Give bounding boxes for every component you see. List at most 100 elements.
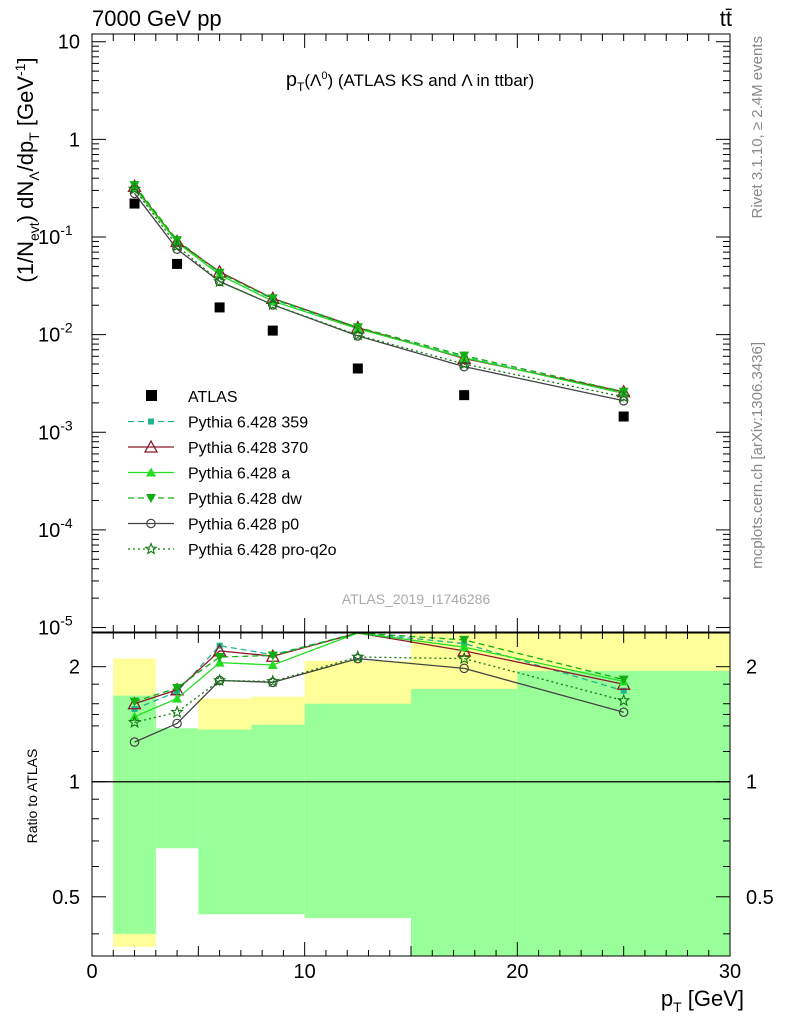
x-tick-label: 20	[506, 961, 528, 983]
legend-label: Pythia 6.428 359	[188, 415, 308, 432]
ratio-point	[618, 707, 629, 718]
legend-item: Pythia 6.428 370	[128, 439, 308, 457]
ratio-y-tick-label: 1	[69, 772, 80, 794]
band-stat	[113, 695, 156, 934]
x-tick-label: 30	[719, 961, 741, 983]
y-tick-label: 10-1	[38, 222, 73, 249]
ratio-point	[459, 642, 470, 652]
mc-point	[351, 328, 365, 341]
x-tick-label: 10	[294, 961, 316, 983]
legend-marker	[148, 418, 154, 425]
ratio-point	[353, 653, 363, 664]
legend-item: Pythia 6.428 a	[128, 466, 290, 483]
ratio-point	[127, 715, 142, 729]
band-stat	[411, 688, 518, 956]
ratio-point	[172, 693, 183, 703]
ratio-line-5	[134, 656, 624, 724]
legend-label: Pythia 6.428 p0	[188, 517, 299, 534]
ratio-point	[457, 651, 471, 665]
ratio-point	[214, 657, 225, 667]
x-tick-label: 0	[86, 961, 97, 983]
band-stat	[251, 724, 305, 915]
data-point	[214, 302, 225, 313]
ratio-point	[172, 683, 183, 693]
ratio-y-tick-label-right: 0.5	[746, 887, 774, 909]
ratio-point	[129, 737, 140, 747]
legend-item: Pythia 6.428 359	[128, 415, 308, 432]
ratio-point	[616, 693, 631, 707]
header-left: 7000 GeV pp	[92, 6, 222, 31]
series-line-4	[133, 184, 624, 393]
ratio-y-tick-label-right: 1	[746, 772, 757, 794]
legend-marker	[144, 541, 158, 555]
legend-label: Pythia 6.428 pro-q2o	[188, 542, 337, 559]
y-axis-label: (1/Nevt) dNΛ/dpT [GeV-1]	[12, 57, 42, 282]
data-point	[267, 325, 278, 336]
data-point	[129, 198, 140, 209]
ratio-point	[129, 697, 140, 707]
mc-point	[459, 361, 469, 372]
main-panel: 10 1 10-1 10-2 10-3 10-4 10-5 pT(Λ0) (ATLAS KS …	[12, 32, 731, 640]
legend-marker	[146, 518, 156, 529]
chart-title: pT(Λ0) (ATLAS KS and Λ in ttbar)	[286, 69, 534, 94]
mc-point	[616, 389, 631, 403]
legend-label: Pythia 6.428 370	[188, 440, 308, 457]
ratio-y-tick-label: 0.5	[52, 887, 80, 909]
ratio-point	[213, 673, 227, 687]
legend-marker	[146, 467, 156, 477]
legend-marker	[146, 390, 157, 401]
legend-item: ATLAS	[146, 389, 238, 406]
y-tick-label: 10	[58, 32, 80, 54]
data-point	[618, 411, 629, 422]
mc-point	[172, 244, 182, 254]
series-line-6	[133, 188, 624, 398]
mc-point	[457, 356, 471, 370]
series-line-5	[133, 192, 624, 402]
ratio-point	[267, 651, 278, 661]
mc-point	[129, 181, 140, 191]
mc-point	[457, 351, 472, 365]
ratio-point	[214, 653, 225, 663]
ratio-point	[618, 675, 629, 685]
legend-item: Pythia 6.428 dw	[128, 491, 302, 508]
mc-point	[127, 181, 142, 195]
ratio-point	[172, 718, 182, 729]
legend-marker	[146, 494, 156, 503]
mc-point	[213, 274, 227, 288]
legend-label: Pythia 6.428 dw	[188, 491, 302, 508]
ratio-y-tick-label: 2	[69, 657, 80, 679]
y-tick-label: 10-3	[38, 417, 73, 444]
x-axis-label: pT [GeV]	[661, 986, 744, 1015]
band-stat	[155, 728, 199, 849]
ratio-point	[127, 696, 142, 710]
side-text-bottom: mcplots.cern.ch [arXiv:1306.3436]	[749, 342, 766, 569]
mc-point	[169, 234, 185, 248]
side-text-top: Rivet 3.1.10, ≥ 2.4M events	[749, 36, 766, 219]
chart-text: Rivet 3.1.10, ≥ 2.4M events mcplots.cern.…	[749, 36, 766, 569]
ratio-point	[170, 705, 184, 718]
band-stat	[517, 670, 730, 956]
legend-label: Pythia 6.428 a	[188, 466, 290, 483]
series-line-3	[133, 187, 624, 395]
ratio-point	[620, 687, 627, 694]
mc-point	[129, 188, 140, 199]
ratio-y-tick-label-right: 2	[746, 657, 757, 679]
y-tick-label: 10-4	[38, 515, 73, 542]
watermark: ATLAS_2019_I1746286	[342, 591, 491, 607]
data-point	[352, 363, 363, 374]
mc-point	[618, 396, 629, 406]
band-stat	[304, 703, 411, 919]
mc-point	[214, 268, 225, 278]
ratio-point	[267, 677, 278, 688]
ratio-point	[459, 663, 469, 674]
y-tick-label: 10-5	[38, 613, 73, 640]
series-line-1	[133, 186, 624, 395]
ratio-point	[459, 635, 470, 645]
mc-point	[459, 351, 470, 361]
ratio-point	[267, 660, 278, 670]
ratio-line-4	[134, 657, 624, 743]
ratio-point	[266, 674, 280, 688]
header-right: tt̄	[719, 6, 732, 31]
